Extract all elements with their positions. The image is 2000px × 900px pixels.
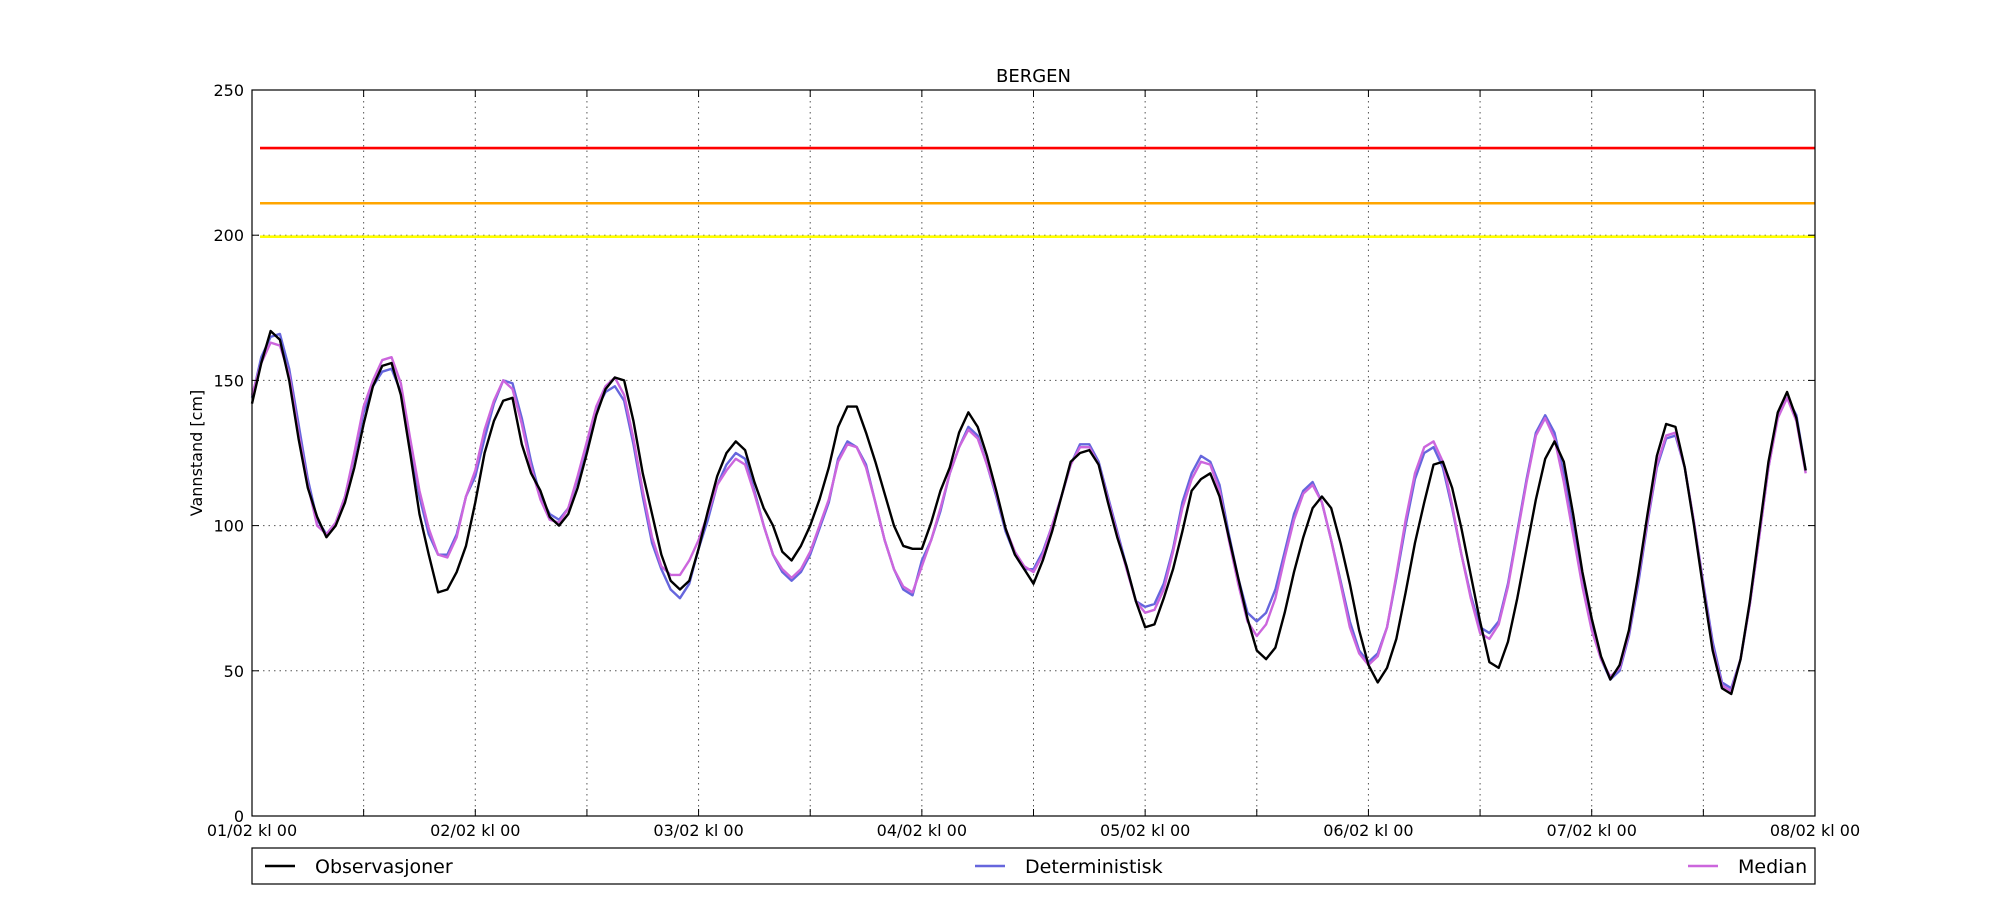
- y-tick-label: 50: [224, 662, 244, 681]
- legend-label: Observasjoner: [315, 856, 453, 878]
- x-tick-label: 06/02 kl 00: [1323, 821, 1413, 840]
- y-tick-label: 150: [213, 371, 244, 390]
- legend-items: Observasjoner Deterministisk Median: [265, 856, 1807, 878]
- y-tick-label: 200: [213, 226, 244, 245]
- threshold-layer: [260, 146, 1815, 238]
- series-line-median: [250, 341, 1807, 693]
- grid-layer: [252, 90, 1815, 816]
- legend-label: Median: [1738, 856, 1807, 878]
- x-tick-label: 08/02 kl 00: [1770, 821, 1860, 840]
- legend-label: Deterministisk: [1025, 856, 1163, 878]
- x-tick-label: 07/02 kl 00: [1547, 821, 1637, 840]
- y-tick-label: 250: [213, 81, 244, 100]
- y-axis-label: Vannstand [cm]: [187, 390, 206, 516]
- chart-title: BERGEN: [996, 66, 1071, 87]
- tick-layer: 0 50 100 150 200 250 01/02 kl 00 02/02 kl 00 03/…: [207, 81, 1860, 840]
- x-tick-label: 05/02 kl 00: [1100, 821, 1190, 840]
- x-tick-label: 04/02 kl 00: [877, 821, 967, 840]
- legend: Observasjoner Deterministisk Median: [251, 847, 1816, 885]
- x-tick-label: 02/02 kl 00: [430, 821, 520, 840]
- series-line-observasjoner: [250, 329, 1807, 696]
- series-layer: [250, 329, 1807, 696]
- legend-frame: [251, 847, 1816, 885]
- y-tick-label: 100: [213, 517, 244, 536]
- x-tick-label: 01/02 kl 00: [207, 821, 297, 840]
- y-tick-label: 0: [234, 807, 244, 826]
- x-tick-label: 03/02 kl 00: [653, 821, 743, 840]
